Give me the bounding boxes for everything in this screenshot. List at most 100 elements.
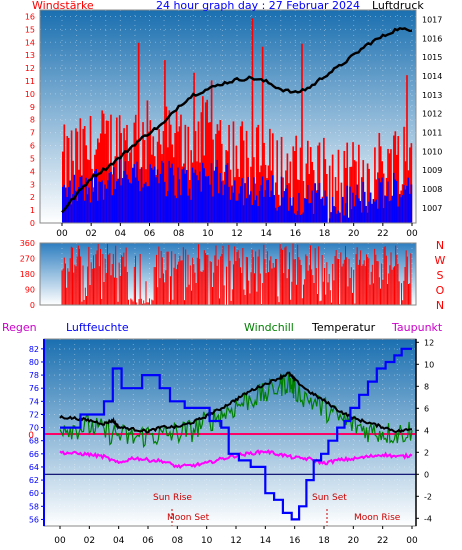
wind-average-bar <box>336 213 338 223</box>
wind-average-bar <box>158 183 160 223</box>
x-tick-label: 02 <box>84 536 95 546</box>
wind-average-bar <box>253 177 255 223</box>
x-tick-label: 00 <box>406 536 418 546</box>
wind-gust-bar <box>241 121 244 223</box>
wind-average-bar <box>334 206 337 223</box>
wind-average-bar <box>162 162 165 223</box>
wind-x-axis: 00 02 04 06 08 10 12 14 16 18 20 22 00 <box>56 223 418 239</box>
wind-average-bar <box>89 202 92 223</box>
wind-average-bar <box>379 182 382 223</box>
direction-tick-label: 180 <box>20 270 35 279</box>
wind-gust-bar <box>309 147 312 223</box>
wind-average-bar <box>393 172 395 223</box>
wind-average-bar <box>75 190 77 223</box>
wind-gust-bar <box>293 151 296 223</box>
wind-gust-bar <box>204 102 207 223</box>
humidity-tick-label: 66 <box>29 450 39 459</box>
wind-gust-bar <box>70 130 73 223</box>
compass-letter: N <box>436 299 444 312</box>
wind-average-bar <box>197 180 200 223</box>
wind-average-bar <box>298 193 300 223</box>
wind-gust-bar <box>344 167 347 223</box>
wind-gust-bar <box>193 72 195 223</box>
wind-average-bar <box>320 199 322 223</box>
wind-tick-label: 7 <box>30 129 35 138</box>
wind-average-bar <box>328 218 331 223</box>
wind-average-bar <box>266 180 268 223</box>
wind-average-bar <box>409 193 411 223</box>
wind-tick-label: 3 <box>30 180 35 189</box>
wind-average-bar <box>177 167 179 223</box>
wind-average-bar <box>168 160 171 223</box>
wind-average-bar <box>167 191 169 223</box>
wind-gust-bar <box>331 154 334 223</box>
wind-gust-bar <box>180 114 182 223</box>
wind-average-bar <box>365 206 367 223</box>
wind-average-bar <box>171 163 174 223</box>
wind-average-bar <box>395 180 398 223</box>
wind-average-bar <box>150 167 153 223</box>
wind-average-bar <box>132 167 134 223</box>
wind-tick-label: 6 <box>30 142 35 151</box>
wind-average-bar <box>304 198 306 223</box>
wind-average-bar <box>117 178 120 223</box>
wind-average-bar <box>219 173 222 223</box>
wind-average-bar <box>250 191 252 223</box>
wind-average-bar <box>257 206 260 223</box>
wind-average-bar <box>169 167 172 223</box>
wind-average-bar <box>183 167 185 223</box>
wind-average-bar <box>325 196 328 223</box>
wind-gust-bar <box>397 136 400 223</box>
wind-gust-bar <box>86 159 89 223</box>
wind-average-bar <box>107 180 109 223</box>
wind-average-bar <box>145 182 147 223</box>
wind-gust-bar <box>308 173 311 223</box>
wind-gust-bar <box>212 139 214 223</box>
wind-average-bar <box>388 201 391 223</box>
x-tick-label: 14 <box>260 229 272 239</box>
x-tick-label: 08 <box>172 536 184 546</box>
wind-average-bar <box>350 209 353 223</box>
wind-average-bar <box>274 207 277 223</box>
wind-gust-bar <box>72 160 74 223</box>
rain-zero-tick: 0 <box>28 431 34 441</box>
wind-average-bar <box>134 177 137 223</box>
wind-gust-bar <box>207 122 210 223</box>
wind-gust-bar <box>410 143 413 223</box>
wind-average-bar <box>282 197 284 223</box>
wind-average-bar <box>222 195 225 223</box>
wind-average-bar <box>358 198 360 223</box>
wind-average-bar <box>159 173 162 223</box>
wind-average-bar <box>391 195 394 223</box>
wind-average-bar <box>261 176 264 223</box>
wind-average-bar <box>99 182 102 223</box>
compass-letter: S <box>437 269 444 282</box>
wind-gust-bar <box>394 131 397 223</box>
wind-gust-bar <box>257 124 260 223</box>
wind-average-bar <box>216 159 219 223</box>
wind-average-bar <box>339 212 341 223</box>
wind-gust-bar <box>388 153 391 223</box>
wind-average-bar <box>372 199 375 223</box>
wind-gust-bar <box>178 126 181 223</box>
temperature-tick-label: 4 <box>424 426 429 435</box>
chart-title: 24 hour graph day : 27 Februar 2024 <box>156 0 360 12</box>
x-tick-label: 02 <box>85 229 96 239</box>
wind-average-bar <box>127 179 130 223</box>
x-tick-label: 10 <box>202 229 214 239</box>
humidity-tick-label: 82 <box>29 345 39 354</box>
wind-gust-bar <box>337 149 340 223</box>
wind-gust-bar <box>374 147 376 223</box>
wind-average-bar <box>353 206 356 223</box>
temperature-y-axis: -4 -2 0 2 4 6 8 10 12 <box>416 338 434 523</box>
wind-average-bar <box>360 212 363 223</box>
wind-average-bar <box>114 189 117 223</box>
wind-average-bar <box>111 195 114 223</box>
wind-gust-bar <box>299 147 302 223</box>
wind-average-bar <box>368 201 370 223</box>
direction-panel-frame <box>39 242 417 306</box>
wind-average-bar <box>215 166 217 223</box>
wind-average-bar <box>362 181 365 223</box>
wind-average-bar <box>289 197 292 223</box>
wind-average-bar <box>343 215 346 223</box>
